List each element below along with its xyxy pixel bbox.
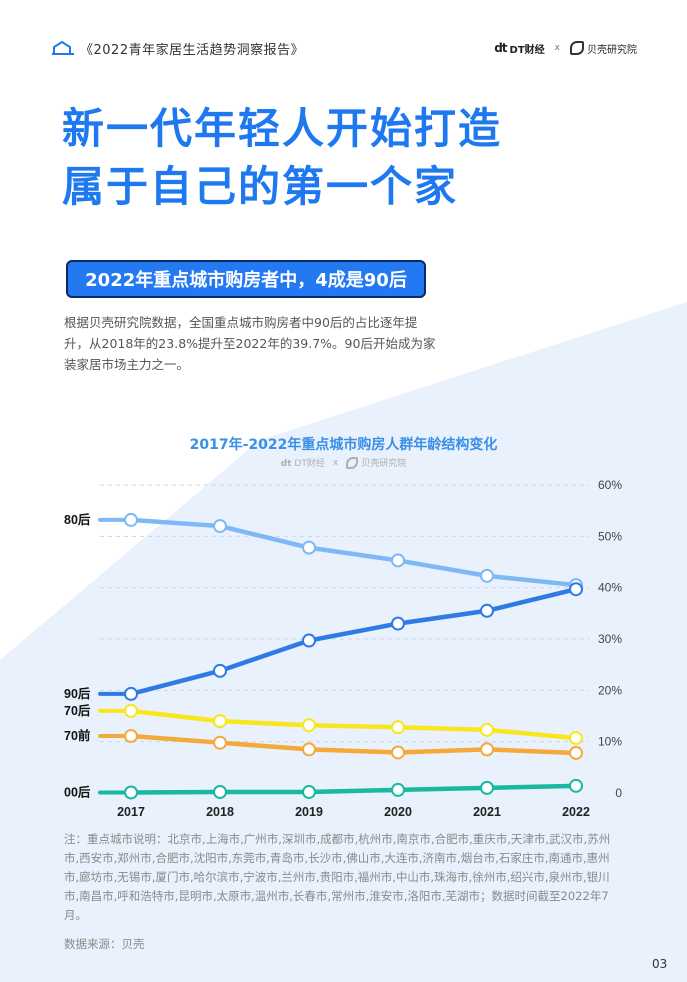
data-point bbox=[302, 633, 316, 648]
y-tick-label: 10% bbox=[598, 735, 622, 749]
header-logos: dt DT财经 x 贝壳研究院 bbox=[494, 41, 637, 56]
y-tick-label: 50% bbox=[598, 529, 622, 543]
data-point bbox=[213, 519, 227, 534]
dt-logo: dt DT财经 bbox=[494, 41, 544, 56]
series-label: 00后 bbox=[64, 784, 91, 799]
x-tick-label: 2020 bbox=[384, 805, 412, 819]
beike-logo-icon bbox=[570, 41, 584, 55]
data-point bbox=[302, 742, 316, 757]
data-point bbox=[569, 582, 583, 597]
data-point bbox=[391, 616, 405, 631]
data-point bbox=[480, 780, 494, 795]
series-line bbox=[128, 517, 579, 588]
chart-beike-logo-icon bbox=[346, 456, 359, 469]
x-tick-label: 2018 bbox=[206, 805, 234, 819]
subtitle-box: 2022年重点城市购房者中，4成是90后 bbox=[66, 260, 426, 298]
series-label: 70前 bbox=[64, 728, 91, 743]
house-icon bbox=[52, 40, 74, 55]
x-tick-label: 2021 bbox=[473, 805, 501, 819]
data-source: 数据来源：贝壳 bbox=[64, 937, 145, 951]
logo-separator: x bbox=[554, 43, 560, 53]
data-point bbox=[124, 703, 138, 718]
data-point bbox=[213, 735, 227, 750]
dt-logo-icon: dt bbox=[494, 41, 507, 55]
page-number: 03 bbox=[652, 957, 668, 971]
y-tick-label: 30% bbox=[598, 632, 622, 646]
data-point bbox=[124, 785, 138, 800]
y-tick-label: 40% bbox=[598, 581, 622, 595]
data-point bbox=[213, 784, 227, 799]
chart-dt-logo: dt DT财经 bbox=[280, 459, 325, 469]
x-tick-label: 2019 bbox=[295, 805, 323, 819]
headline-line-1: 新一代年轻人开始打造 bbox=[62, 104, 503, 153]
series-line bbox=[128, 586, 579, 697]
series-line bbox=[128, 733, 579, 756]
dt-logo-text: DT财经 bbox=[509, 44, 545, 56]
series-label: 70后 bbox=[64, 703, 91, 718]
data-point bbox=[302, 718, 316, 733]
data-point bbox=[480, 603, 494, 618]
x-tick-label: 2022 bbox=[562, 805, 590, 819]
x-tick-label: 2017 bbox=[117, 805, 145, 819]
chart-beike-logo: 贝壳研究院 bbox=[346, 456, 406, 469]
data-point bbox=[391, 745, 405, 760]
beike-logo: 贝壳研究院 bbox=[570, 41, 637, 56]
data-point bbox=[569, 778, 583, 793]
data-point bbox=[302, 784, 316, 799]
chart-note: 注：重点城市说明：北京市,上海市,广州市,深圳市,成都市,杭州市,南京市,合肥市… bbox=[64, 832, 611, 922]
data-point bbox=[124, 686, 138, 701]
y-tick-label: 0 bbox=[615, 786, 622, 800]
data-point bbox=[480, 722, 494, 737]
headline: 新一代年轻人开始打造 属于自己的第一个家 bbox=[62, 100, 622, 216]
data-point bbox=[302, 540, 316, 555]
report-header: 《2022青年家居生活趋势洞察报告》 dt DT财经 x 贝壳研究院 bbox=[52, 36, 637, 60]
data-point bbox=[213, 714, 227, 729]
series-label: 90后 bbox=[64, 686, 91, 701]
report-title: 《2022青年家居生活趋势洞察报告》 bbox=[80, 42, 305, 58]
description: 根据贝壳研究院数据，全国重点城市购房者中90后的占比逐年提升，从2018年的23… bbox=[64, 315, 436, 372]
data-point bbox=[569, 731, 583, 746]
data-point bbox=[480, 568, 494, 583]
series-line bbox=[128, 783, 579, 795]
chart-watermark-logos: dt DT财经 x 贝壳研究院 bbox=[0, 456, 687, 469]
series-line bbox=[128, 708, 579, 741]
data-point bbox=[124, 512, 138, 527]
data-point bbox=[391, 782, 405, 797]
chart-logo-separator: x bbox=[332, 457, 339, 468]
headline-line-2: 属于自己的第一个家 bbox=[62, 162, 459, 211]
data-point bbox=[213, 663, 227, 678]
series-label: 80后 bbox=[64, 512, 91, 527]
y-tick-label: 20% bbox=[598, 683, 622, 697]
data-point bbox=[569, 745, 583, 760]
chart-title: 2017年-2022年重点城市购房人群年龄结构变化 bbox=[189, 437, 498, 453]
data-point bbox=[391, 553, 405, 568]
data-point bbox=[124, 729, 138, 744]
data-point bbox=[391, 720, 405, 735]
y-tick-label: 60% bbox=[598, 478, 622, 492]
data-point bbox=[480, 742, 494, 757]
beike-logo-text: 贝壳研究院 bbox=[587, 44, 637, 56]
